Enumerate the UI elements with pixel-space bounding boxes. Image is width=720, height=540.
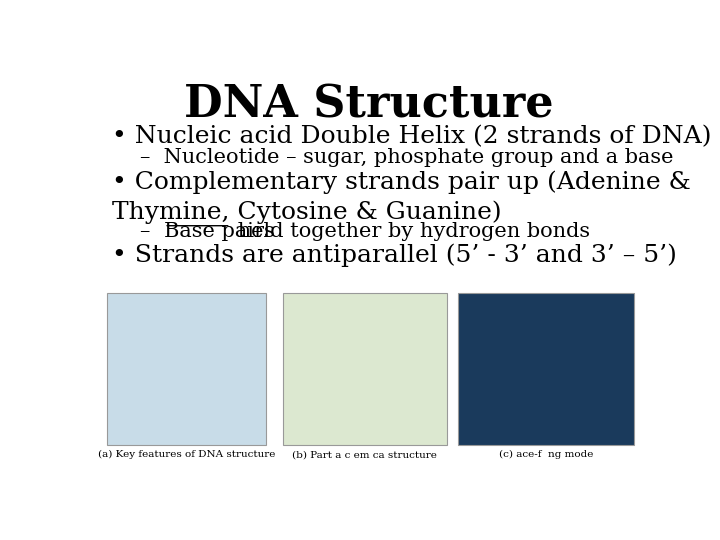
Text: • Nucleic acid Double Helix (2 strands of DNA): • Nucleic acid Double Helix (2 strands o… <box>112 125 712 148</box>
Text: held together by hydrogen bonds: held together by hydrogen bonds <box>230 222 590 241</box>
Text: (b) Part a c em ca structure: (b) Part a c em ca structure <box>292 450 437 459</box>
Text: –: – <box>140 222 164 241</box>
FancyBboxPatch shape <box>459 294 634 446</box>
Text: • Strands are antiparallel (5’ - 3’ and 3’ – 5’): • Strands are antiparallel (5’ - 3’ and … <box>112 244 678 267</box>
Text: –  Nucleotide – sugar, phosphate group and a base: – Nucleotide – sugar, phosphate group an… <box>140 148 674 167</box>
Text: (a) Key features of DNA structure: (a) Key features of DNA structure <box>98 450 275 460</box>
Text: Base pairs: Base pairs <box>164 222 275 241</box>
Text: • Complementary strands pair up (Adenine &
Thymine, Cytosine & Guanine): • Complementary strands pair up (Adenine… <box>112 171 691 225</box>
FancyBboxPatch shape <box>282 294 447 446</box>
Text: (c) ace-f  ng mode: (c) ace-f ng mode <box>499 450 593 460</box>
FancyBboxPatch shape <box>107 294 266 446</box>
Text: DNA Structure: DNA Structure <box>184 84 554 126</box>
